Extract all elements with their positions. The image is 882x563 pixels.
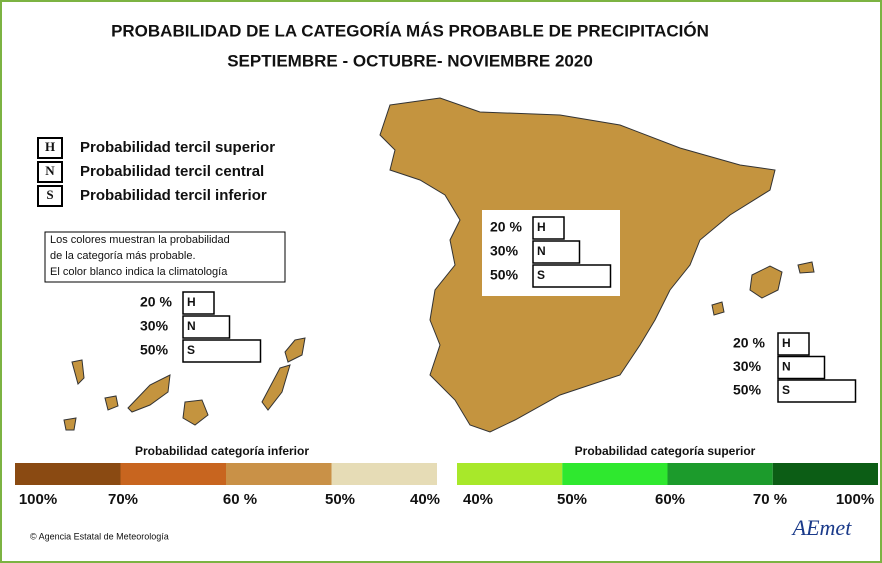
scale-swatch (457, 463, 563, 485)
gran-canaria (182, 399, 209, 426)
prob-label: 30% (733, 358, 762, 374)
note-line: El color blanco indica la climatología (50, 266, 228, 278)
note-box (44, 231, 286, 283)
prob-letter: H (187, 295, 196, 309)
scale-swatch (120, 463, 226, 485)
el-hierro (63, 417, 77, 431)
prob-bar (777, 379, 857, 403)
fuerteventura (261, 364, 291, 411)
legend-letter: S (46, 187, 53, 202)
prob-bar (182, 339, 262, 363)
prob-label: 20 % (140, 294, 172, 310)
prob-letter: N (537, 244, 546, 258)
prob-label: 20 % (490, 219, 522, 235)
mallorca (749, 265, 783, 299)
scale-tick: 100% (836, 491, 874, 508)
la-palma (71, 359, 85, 385)
prob-label: 50% (140, 342, 169, 358)
legend-box (37, 185, 63, 207)
scale-tick: 40% (463, 491, 493, 508)
prob-bar (182, 291, 215, 315)
legend-label: Probabilidad tercil inferior (80, 187, 267, 204)
scale-tick: 70 % (753, 491, 787, 508)
legend-label: Probabilidad tercil superior (80, 139, 275, 156)
ibiza (711, 301, 725, 316)
legend-box (37, 161, 63, 183)
tenerife (127, 374, 171, 413)
logo: AEmet (791, 515, 853, 540)
legend-letter: H (45, 139, 55, 154)
legend-label: Probabilidad tercil central (80, 163, 264, 180)
prob-bar (777, 332, 810, 356)
title: PROBABILIDAD DE LA CATEGORÍA MÁS PROBABL… (111, 21, 709, 40)
scale-swatch (772, 463, 878, 485)
prob-bar (532, 240, 581, 264)
scale-tick: 100% (19, 491, 57, 508)
prob-bar (532, 216, 565, 240)
menorca (797, 261, 815, 274)
prob-bar (777, 355, 826, 380)
note-line: de la categoría más probable. (50, 250, 196, 262)
la-gomera (104, 395, 119, 411)
subtitle: SEPTIEMBRE - OCTUBRE- NOVIEMBRE 2020 (227, 51, 593, 70)
scale-title: Probabilidad categoría superior (575, 444, 756, 458)
legend-box (37, 137, 63, 159)
prob-letter: H (537, 220, 546, 234)
prob-label: 50% (490, 267, 519, 283)
scale-swatch (15, 463, 121, 485)
scale-swatch (226, 463, 332, 485)
scale-tick: 60% (655, 491, 685, 508)
prob-label: 30% (140, 318, 169, 334)
prob-label: 50% (733, 382, 762, 398)
scale-tick: 40% (410, 491, 440, 508)
prob-letter: S (782, 383, 790, 397)
scale-title: Probabilidad categoría inferior (135, 444, 309, 458)
scale-swatch (331, 463, 437, 485)
scale-swatch (562, 463, 668, 485)
prob-bar (532, 264, 612, 288)
prob-letter: N (187, 319, 196, 333)
scale-tick: 60 % (223, 491, 257, 508)
prob-letter: S (187, 343, 195, 357)
legend-letter: N (45, 163, 55, 178)
prob-label: 30% (490, 243, 519, 259)
note-line: Los colores muestran la probabilidad (50, 234, 230, 246)
prob-letter: N (782, 360, 791, 374)
scale-tick: 70% (108, 491, 138, 508)
prob-letter: H (782, 336, 791, 350)
credit: © Agencia Estatal de Meteorología (30, 531, 169, 541)
scale-swatch (667, 463, 773, 485)
scale-tick: 50% (325, 491, 355, 508)
lanzarote (284, 337, 306, 363)
prob-letter: S (537, 268, 545, 282)
scale-tick: 50% (557, 491, 587, 508)
prob-bar (182, 315, 231, 339)
prob-label: 20 % (733, 335, 765, 351)
